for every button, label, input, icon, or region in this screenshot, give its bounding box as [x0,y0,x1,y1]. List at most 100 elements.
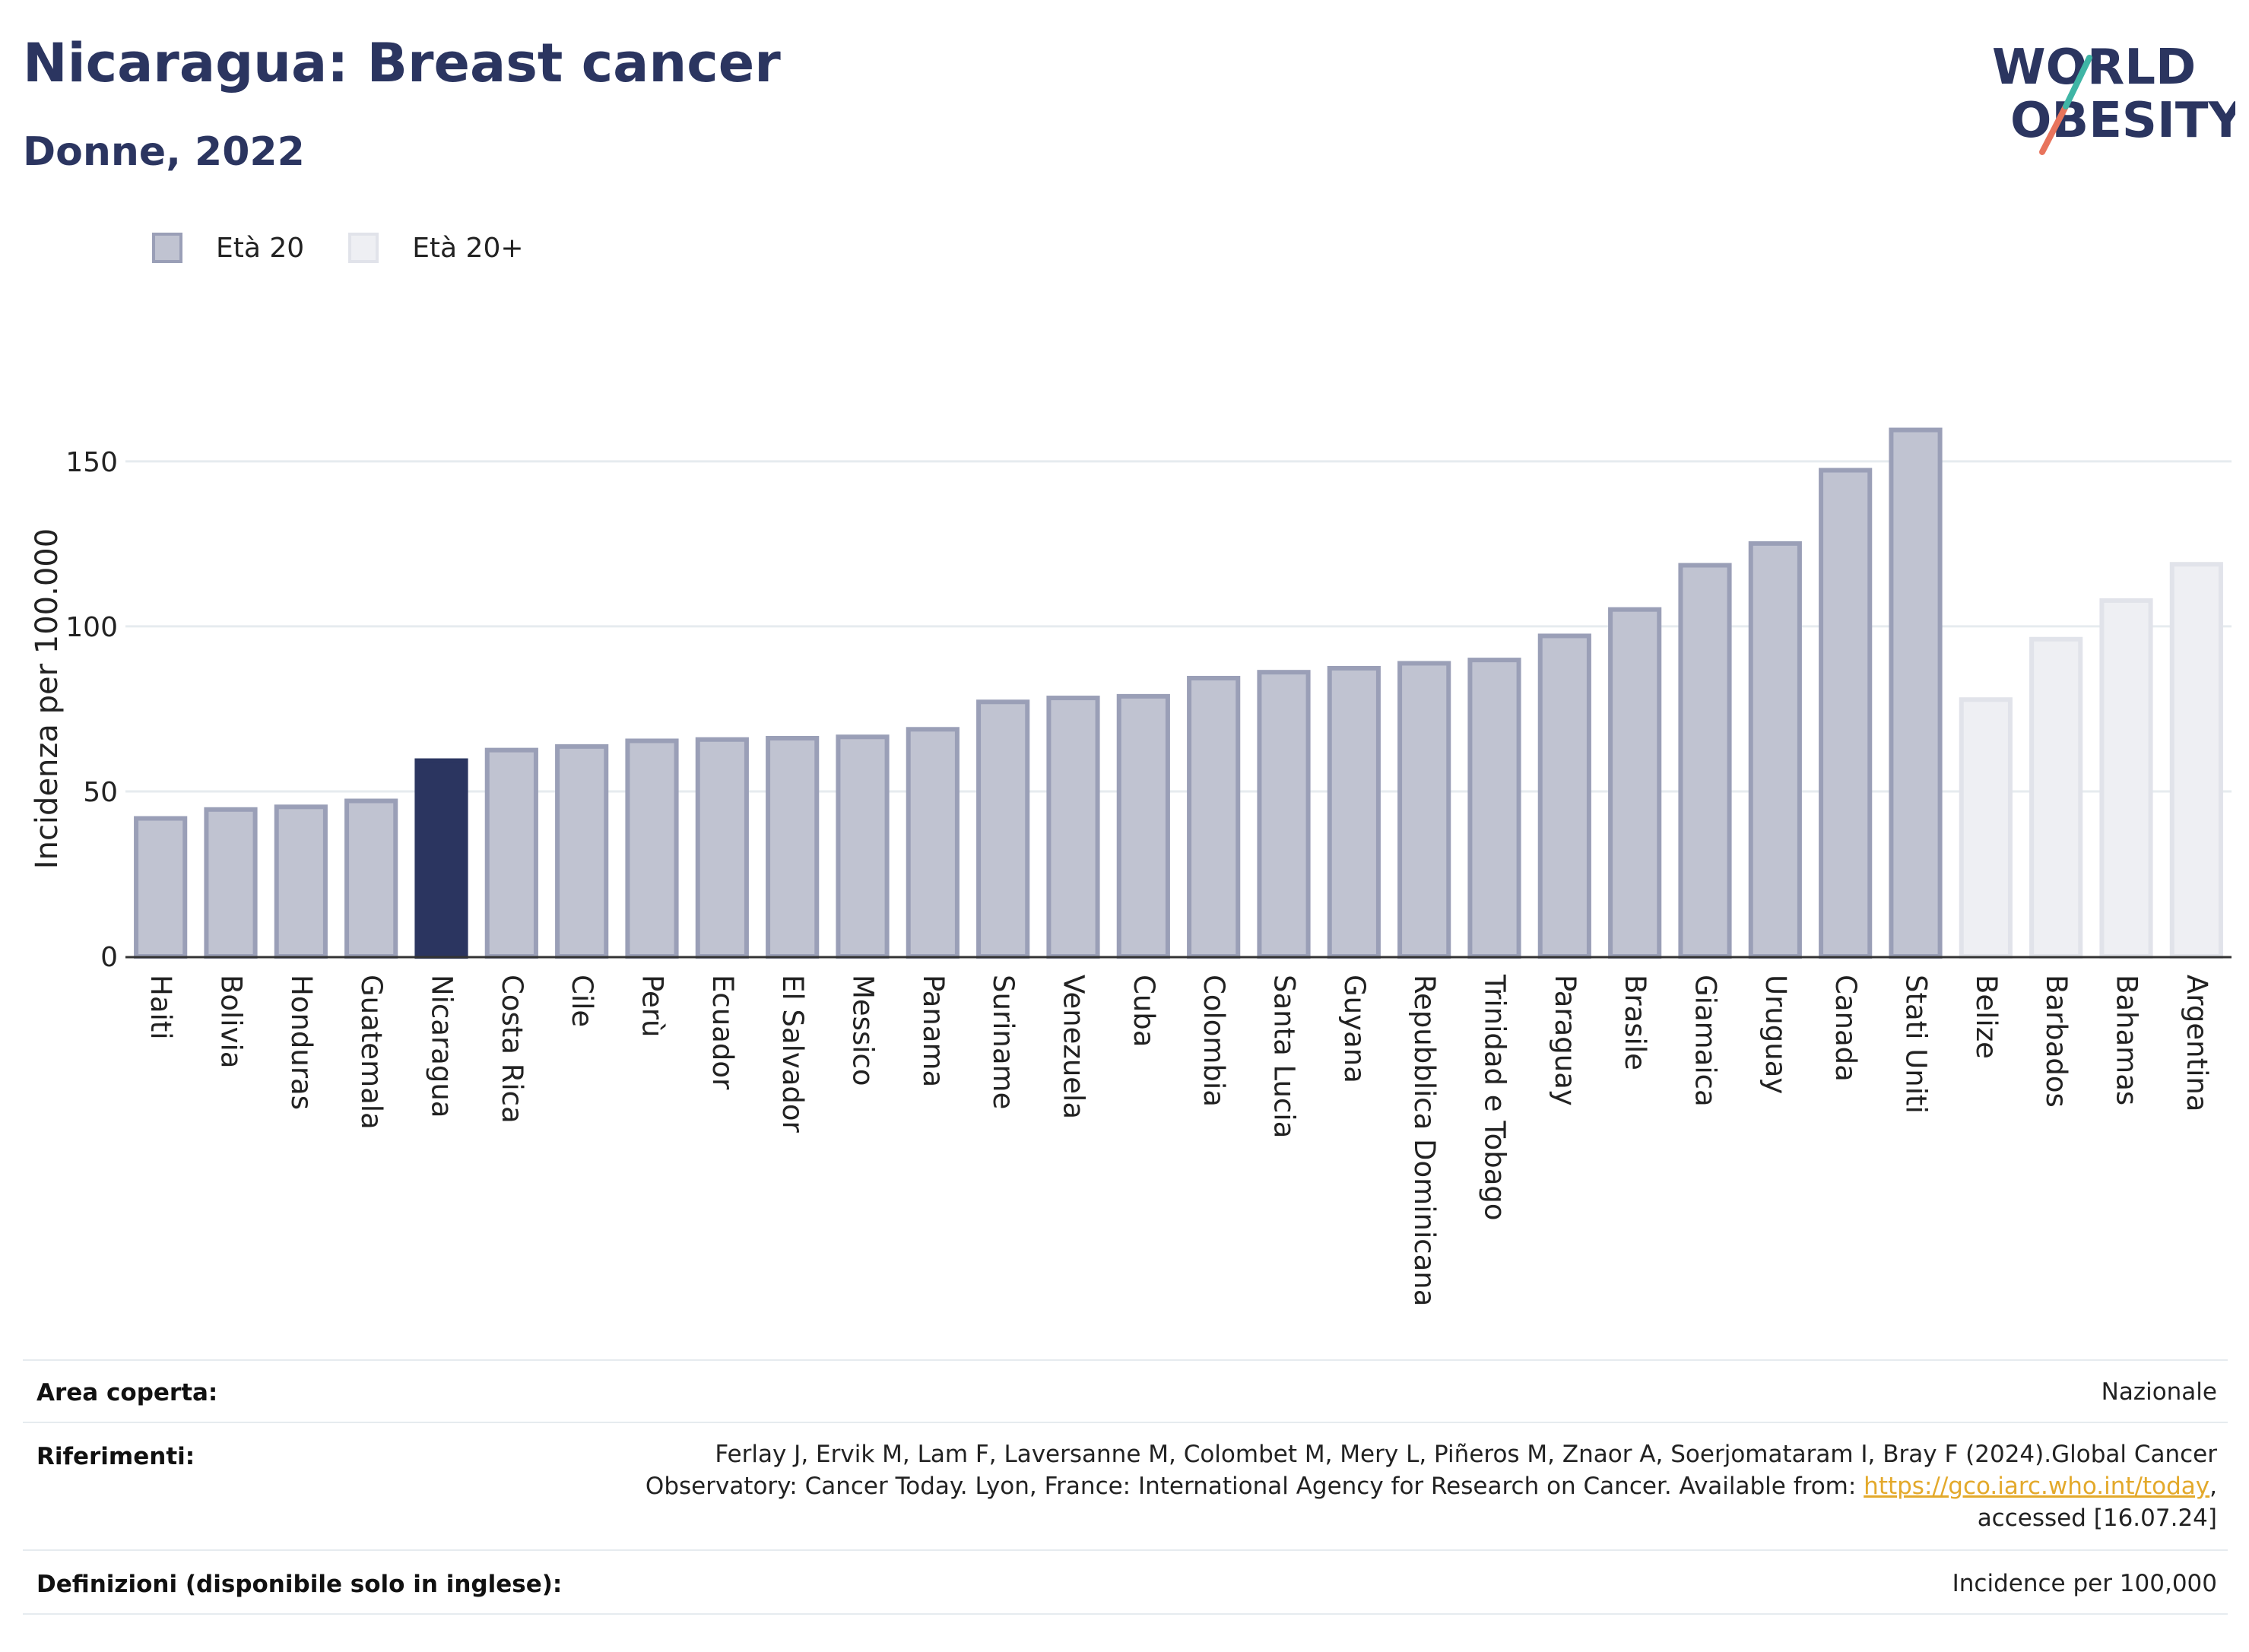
bar-barbados [2029,636,2083,959]
chart-grid [125,460,2232,793]
bar-brasile [1608,607,1662,959]
bar-panama [906,727,960,959]
x-tick-label-uruguay: Uruguay [1759,975,1792,1094]
x-tick-label-brasile: Brasile [1619,975,1651,1070]
area-value: Nazionale [2101,1378,2217,1406]
bar-honduras [274,804,328,959]
x-axis-ticks: Haiti Bolivia Honduras Guatemala Nicaragua Co… [144,974,2213,1306]
bar-belize [1959,697,2013,959]
references-line-2: Observatory: Cancer Today. Lyon, France:… [392,1470,2217,1502]
bar-el-salvador [766,736,820,959]
legend-label-eta-20-plus: Età 20+ [412,232,524,264]
references-comma: , [2209,1473,2217,1500]
logo-slash-upper [2063,55,2092,109]
x-tick-label-trinidad-e-tobago: Trinidad e Tobago [1479,974,1511,1221]
bar-ecuador [695,737,749,959]
bar-costa-rica [484,747,538,959]
x-tick-label-canada: Canada [1829,975,1862,1082]
bar-haiti [134,816,188,959]
references-label: Riferimenti: [36,1443,195,1470]
chart-legend: Età 20 Età 20+ [152,225,568,271]
x-tick-label-cuba: Cuba [1128,975,1160,1047]
x-tick-label-giamaica: Giamaica [1689,975,1722,1107]
y-tick-label-0: 0 [100,942,118,973]
x-tick-label-messico: Messico [847,975,880,1086]
page-subtitle: Donne, 2022 [23,129,305,175]
legend-swatch-eta-20-plus [348,233,379,263]
x-tick-label-cile: Cile [566,975,598,1027]
logo-line-2: OBESITY [2010,93,2235,149]
y-tick-label-50: 50 [83,777,118,808]
definitions-label: Definizioni (disponibile solo in inglese… [36,1571,563,1598]
x-tick-label-santa-lucia: Santa Lucia [1268,975,1301,1138]
x-tick-label-panama: Panama [917,975,950,1087]
legend-item-eta-20[interactable]: Età 20 [152,233,304,264]
x-tick-label-bolivia: Bolivia [215,975,248,1068]
x-tick-label-paraguay: Paraguay [1549,975,1581,1106]
x-tick-label-venezuela: Venezuela [1058,975,1090,1119]
bar-trinidad-e-tobago [1467,658,1521,959]
x-tick-label-nicaragua: Nicaragua [426,975,458,1118]
y-axis-ticks: 0 50 100 150 [65,447,118,973]
x-tick-label-argentina: Argentina [2181,975,2213,1111]
world-obesity-logo: WORLD OBESITY [1992,40,2235,155]
bar-messico [836,734,890,959]
bar-argentina [2169,562,2223,959]
bar-santa-lucia [1257,670,1311,959]
x-tick-label-stati-uniti: Stati Uniti [1900,975,1933,1114]
legend-item-eta-20-plus[interactable]: Età 20+ [348,232,524,264]
bar-guatemala [344,798,398,959]
definitions-value: Incidence per 100,000 [1952,1570,2217,1597]
page-title: Nicaragua: Breast cancer [23,32,781,94]
info-row-bottom-rule [23,1613,2228,1615]
x-tick-label-honduras: Honduras [285,975,318,1110]
legend-label-eta-20: Età 20 [216,232,305,264]
x-tick-label-el-salvador: El Salvador [776,975,809,1134]
references-line-2-text: Observatory: Cancer Today. Lyon, France:… [645,1473,1864,1500]
bar-guyana [1327,665,1381,959]
bar-nicaragua [414,758,468,959]
bar-cile [555,744,609,959]
x-tick-label-ecuador: Ecuador [706,975,739,1090]
bar-giamaica [1678,563,1732,959]
logo-line-1: WORLD [1992,40,2196,96]
x-tick-label-bahamas: Bahamas [2111,975,2143,1105]
area-label: Area coperta: [36,1379,218,1406]
bar-venezuela [1046,696,1100,959]
references-line-1: Ferlay J, Ervik M, Lam F, Laversanne M, … [715,1441,2217,1468]
bar-colombia [1187,676,1241,959]
y-tick-label-100: 100 [65,612,118,643]
x-tick-label-guyana: Guyana [1338,975,1371,1083]
info-row-references: Riferimenti: Ferlay J, Ervik M, Lam F, L… [23,1422,2228,1549]
info-row-area: Area coperta: Nazionale [23,1359,2228,1422]
bar-paraguay [1537,633,1591,959]
x-tick-label-barbados: Barbados [2040,975,2073,1108]
references-link[interactable]: https://gco.iarc.who.int/today [1864,1473,2210,1500]
x-tick-label-suriname: Suriname [987,975,1020,1109]
x-tick-label-guatemala: Guatemala [355,975,388,1130]
y-axis-label: Incidenza per 100.000 [30,528,65,869]
bar-suriname [976,699,1030,959]
bar-canada [1819,468,1873,959]
y-tick-label-150: 150 [65,447,118,478]
logo-slash-lower [2039,103,2069,155]
bar-repubblica-dominicana [1397,661,1451,959]
bar-bolivia [204,807,258,959]
x-tick-label-colombia: Colombia [1197,975,1230,1107]
x-tick-label-haiti: Haiti [144,975,177,1040]
chart-bars [134,427,2223,959]
x-tick-label-repubblica-dominicana: Repubblica Dominicana [1408,975,1441,1306]
bar-chart: 0 50 100 150 Haiti Bolivia Honduras Guatemala N… [30,427,2232,1306]
legend-swatch-eta-20 [152,233,182,263]
x-tick-label-costa-rica: Costa Rica [496,975,528,1124]
info-row-definitions: Definizioni (disponibile solo in inglese… [23,1549,2228,1615]
bar-bahamas [2099,598,2153,959]
references-line-3: accessed [16.07.24] [1977,1505,2217,1532]
bar-per- [625,738,679,959]
x-tick-label-per-: Perù [636,975,669,1037]
x-tick-label-belize: Belize [1970,975,2003,1059]
bar-uruguay [1748,541,1802,959]
bar-stati-uniti [1889,427,1943,959]
references-text: Ferlay J, Ervik M, Lam F, Laversanne M, … [392,1438,2217,1534]
bar-cuba [1116,693,1170,959]
